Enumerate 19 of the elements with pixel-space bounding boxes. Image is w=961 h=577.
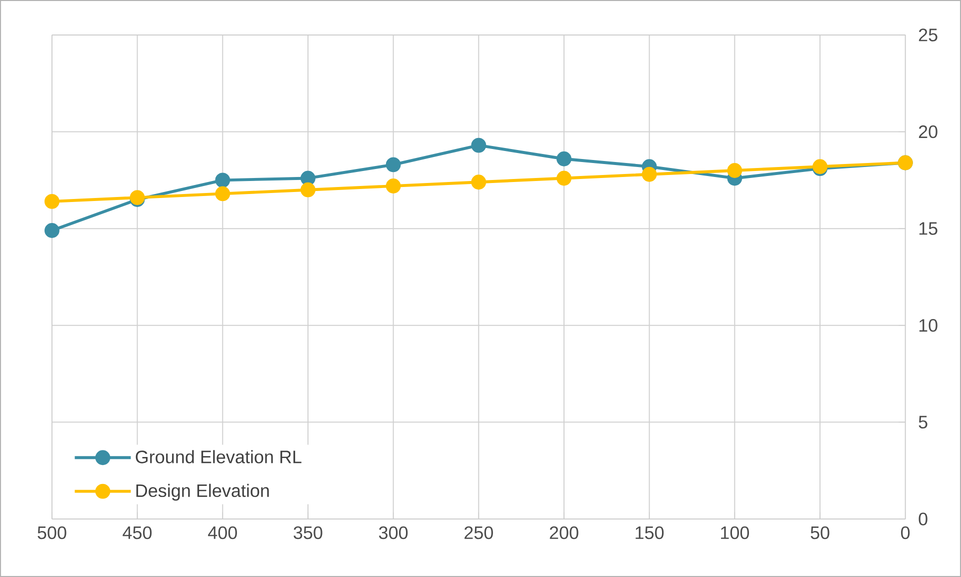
x-tick-label: 500: [38, 526, 66, 540]
y-tick-label: 10: [919, 319, 938, 332]
y-tick-label: 5: [918, 416, 928, 428]
x-tick-label: 400: [208, 526, 237, 540]
y-tick-label: 25: [918, 28, 938, 42]
y-tick-label: 0: [918, 512, 928, 526]
legend-label: Design Elevation: [136, 484, 269, 501]
x-tick-label: 300: [378, 526, 408, 540]
x-tick-label: 100: [721, 526, 749, 540]
x-tick-label: 250: [464, 526, 493, 540]
x-tick-label: 50: [810, 526, 830, 540]
y-tick-label: 15: [919, 222, 938, 235]
x-tick-label: 450: [122, 526, 152, 540]
legend-label: Ground Elevation RL: [136, 450, 302, 464]
x-tick-label: 150: [636, 526, 664, 540]
y-tick-label: 20: [918, 125, 938, 138]
x-tick-label: 0: [901, 526, 910, 540]
x-tick-label: 350: [294, 526, 322, 540]
x-tick-label: 200: [550, 526, 578, 540]
